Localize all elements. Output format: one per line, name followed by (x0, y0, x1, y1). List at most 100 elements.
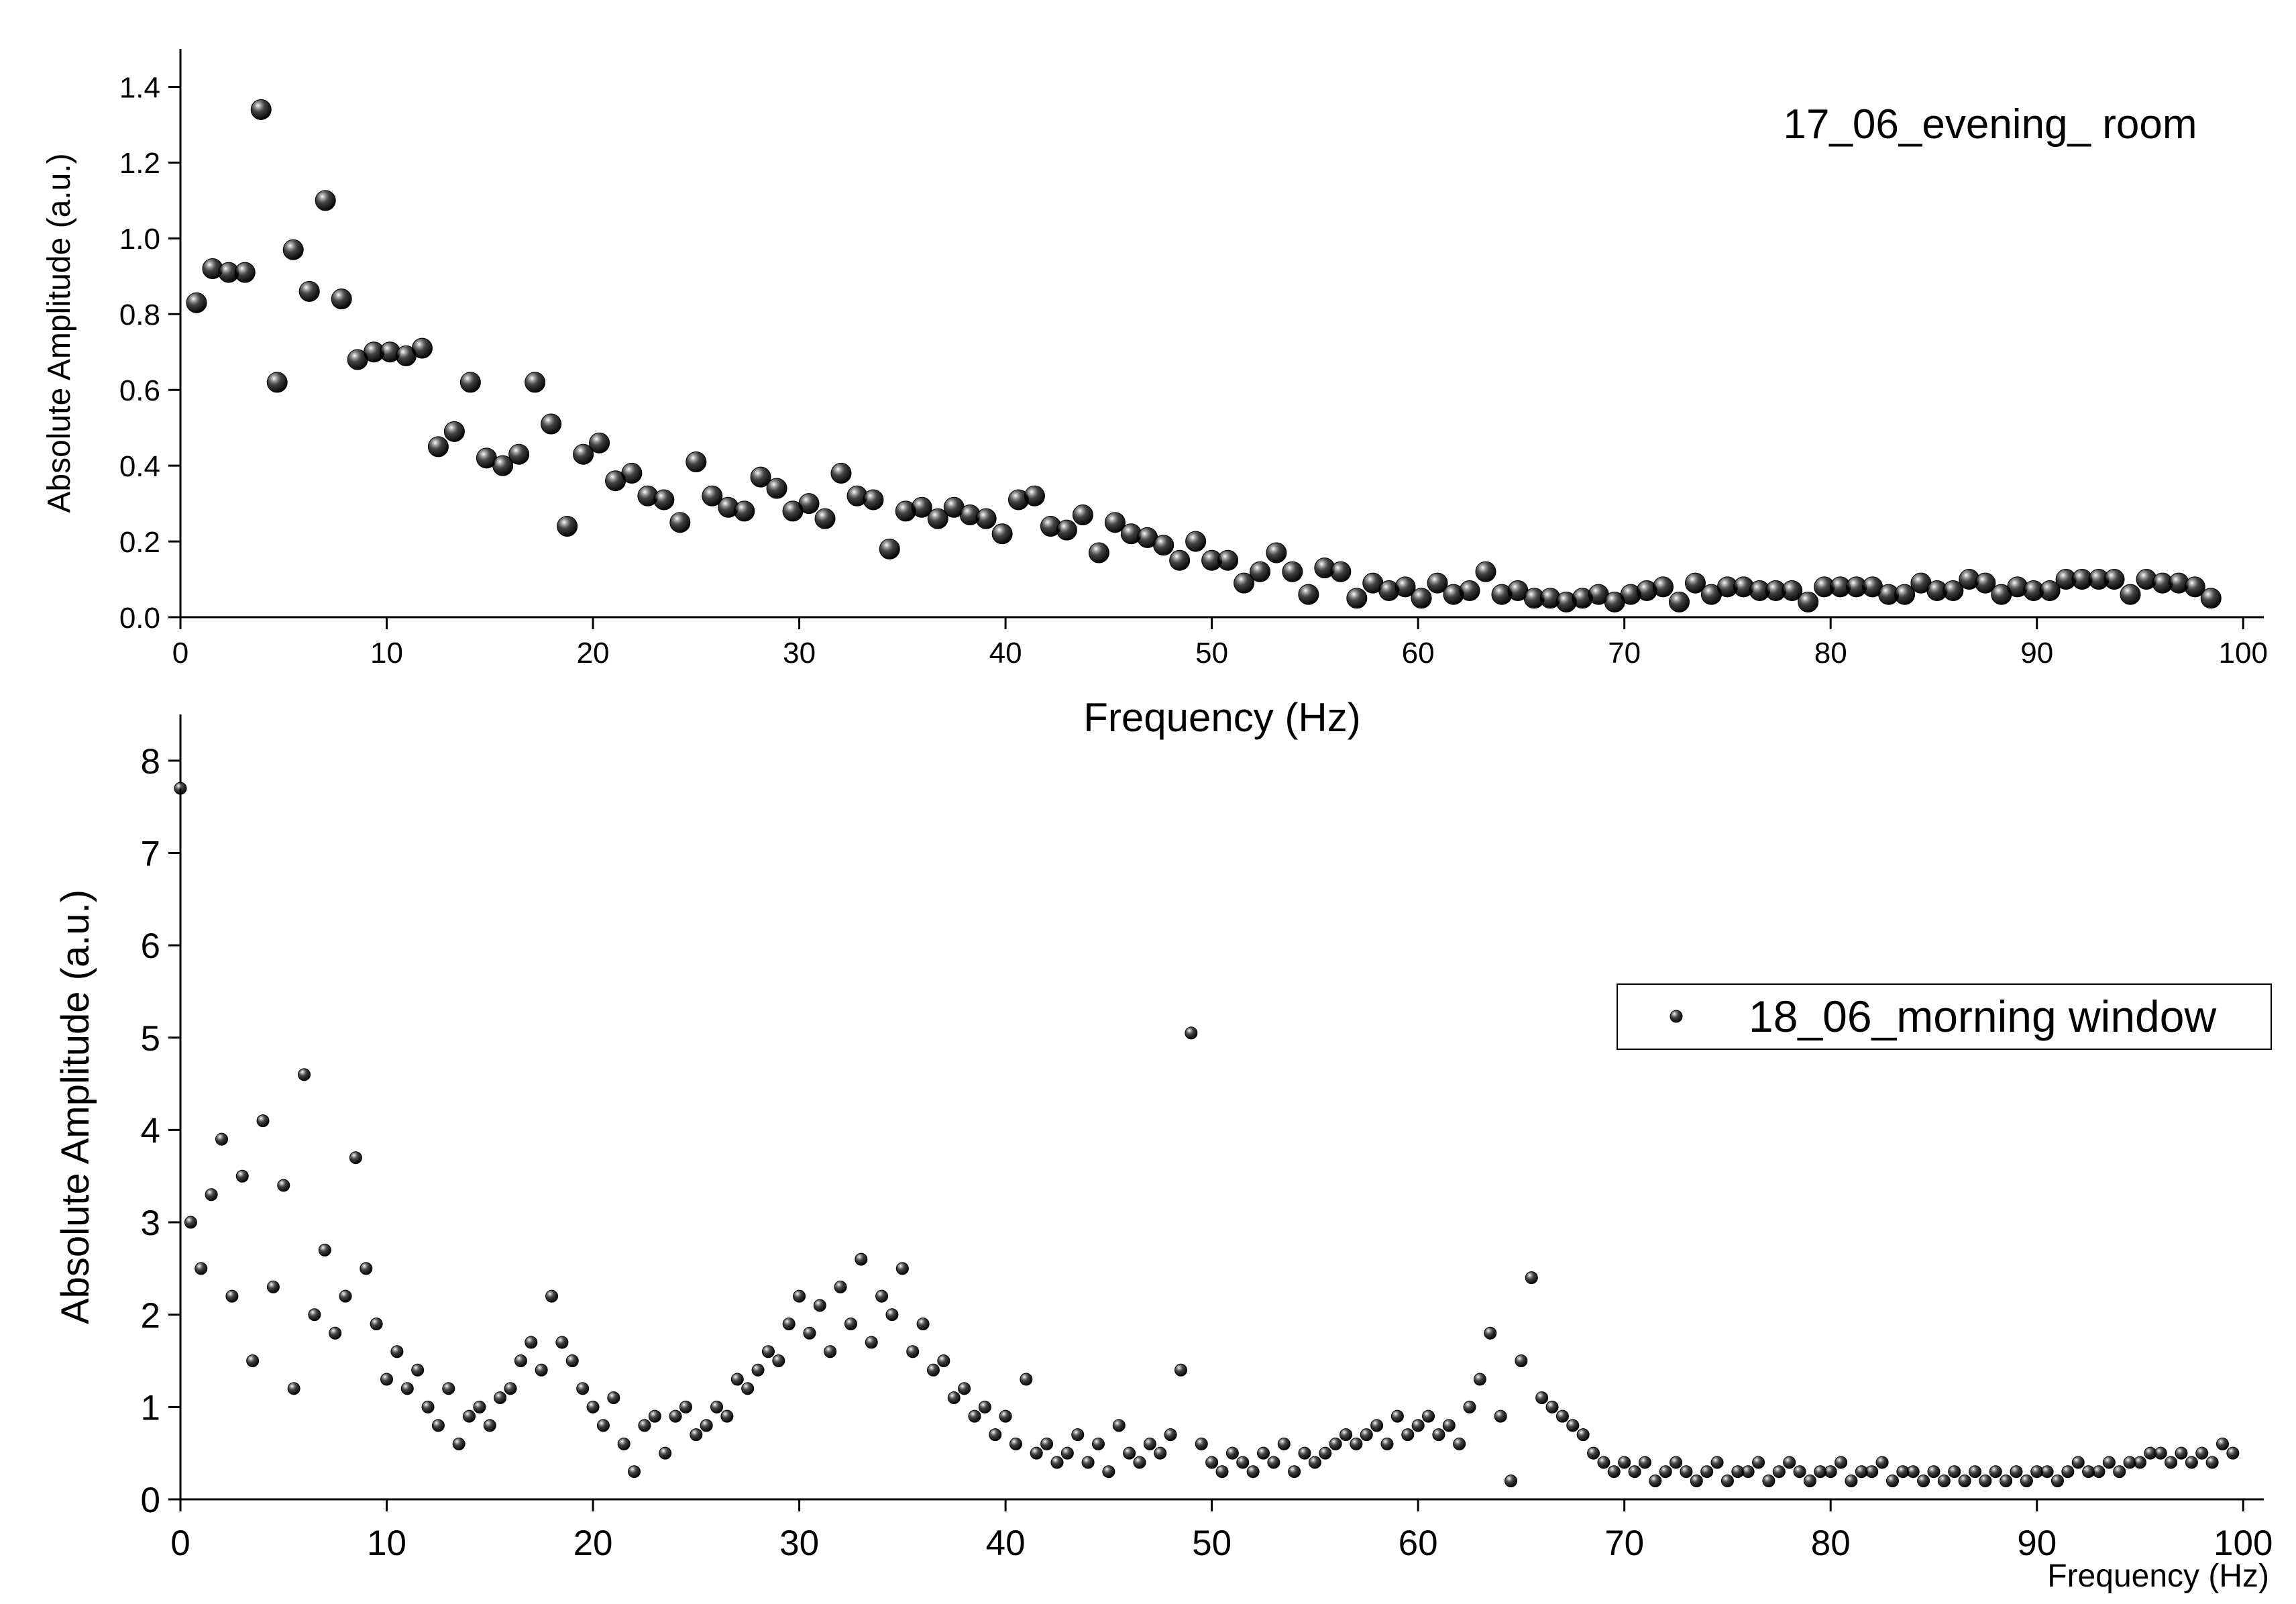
data-point (235, 1169, 249, 1183)
data-point (1050, 1456, 1064, 1469)
data-point (1427, 572, 1448, 594)
data-point (1024, 485, 1045, 506)
data-point (380, 1373, 394, 1386)
data-point (1432, 1428, 1445, 1442)
data-point (1282, 561, 1303, 582)
data-point (991, 523, 1013, 545)
data-point (793, 1289, 806, 1303)
data-point (1700, 1465, 1714, 1479)
data-point (1875, 1456, 1889, 1469)
data-point (1762, 1474, 1775, 1487)
data-point (830, 462, 852, 484)
data-point (1185, 531, 1207, 552)
x-tick-label: 20 (577, 637, 610, 670)
data-point (225, 1289, 239, 1303)
data-point (1894, 584, 1916, 605)
data-point (1659, 1465, 1672, 1479)
data-point (2000, 1474, 2013, 1487)
x-tick-label: 60 (1402, 637, 1435, 670)
data-point (1169, 549, 1191, 571)
x-axis-label: Frequency (Hz) (2047, 1558, 2269, 1594)
data-point (1475, 561, 1496, 582)
x-tick-label: 40 (989, 637, 1022, 670)
data-point (459, 372, 481, 393)
data-point (814, 508, 836, 529)
data-point (669, 1409, 682, 1423)
data-point (1056, 519, 1077, 541)
data-point (573, 443, 594, 465)
data-point (2040, 1465, 2054, 1479)
data-point (2165, 1456, 2178, 1469)
data-point (1835, 1456, 1848, 1469)
data-point (621, 462, 643, 484)
data-point (2039, 580, 2061, 601)
data-point (975, 508, 997, 529)
data-point (1975, 572, 1996, 594)
x-tick-label: 30 (779, 1523, 819, 1563)
data-point (1277, 1437, 1291, 1450)
data-point (1257, 1446, 1270, 1460)
data-point (1803, 1474, 1816, 1487)
x-tick-label: 90 (2017, 1523, 2057, 1563)
data-point (463, 1409, 476, 1423)
data-point (1072, 504, 1093, 526)
data-point (508, 443, 530, 465)
data-point (741, 1382, 755, 1395)
data-point (541, 413, 562, 435)
data-point (525, 372, 546, 393)
data-point (443, 421, 465, 442)
x-tick-label: 40 (986, 1523, 1026, 1563)
data-point (421, 1400, 435, 1413)
data-point (2092, 1465, 2106, 1479)
data-point (1088, 542, 1109, 564)
data-point (473, 1400, 486, 1413)
data-point (1298, 584, 1319, 605)
data-point (339, 1289, 352, 1303)
data-point (875, 1289, 889, 1303)
data-point (1308, 1456, 1321, 1469)
data-point (766, 478, 787, 499)
data-point (1020, 1373, 1033, 1386)
data-point (2120, 584, 2141, 605)
data-point (1442, 1419, 1456, 1432)
data-point (937, 1354, 950, 1368)
data-point (557, 515, 578, 537)
data-point (1104, 512, 1126, 533)
data-point (1153, 535, 1174, 556)
data-point (277, 1179, 290, 1192)
y-tick-label: 1.2 (119, 147, 160, 180)
data-point (1217, 549, 1239, 571)
y-tick-label: 7 (141, 835, 160, 874)
data-point (1411, 1419, 1425, 1432)
data-point (1236, 1456, 1250, 1469)
y-tick-label: 1.0 (119, 223, 160, 256)
data-point (1154, 1446, 1167, 1460)
data-point (885, 1308, 899, 1322)
y-tick-label: 0.8 (119, 299, 160, 331)
data-point (1453, 1437, 1466, 1450)
data-point (1102, 1465, 1115, 1479)
x-tick-label: 70 (1608, 637, 1641, 670)
data-point (1668, 591, 1690, 612)
data-point (1793, 1465, 1806, 1479)
data-point (1710, 1456, 1724, 1469)
data-point (184, 1216, 197, 1229)
data-point (504, 1382, 517, 1395)
data-point (1185, 1026, 1198, 1040)
data-point (411, 1363, 425, 1377)
data-point (298, 280, 320, 302)
data-point (1484, 1326, 1497, 1340)
data-point (1164, 1428, 1177, 1442)
y-tick-label: 6 (141, 926, 160, 966)
y-tick-label: 1 (141, 1388, 160, 1428)
legend-marker (1670, 1010, 1683, 1023)
data-point (576, 1382, 590, 1395)
data-point (1652, 576, 1674, 598)
y-tick-label: 4 (141, 1111, 160, 1151)
data-point (782, 1317, 796, 1330)
x-tick-label: 90 (2020, 637, 2053, 670)
x-tick-label: 0 (170, 1523, 190, 1563)
y-axis-label: Absolute Amplitude (a.u.) (54, 890, 97, 1324)
data-point (1772, 1465, 1786, 1479)
